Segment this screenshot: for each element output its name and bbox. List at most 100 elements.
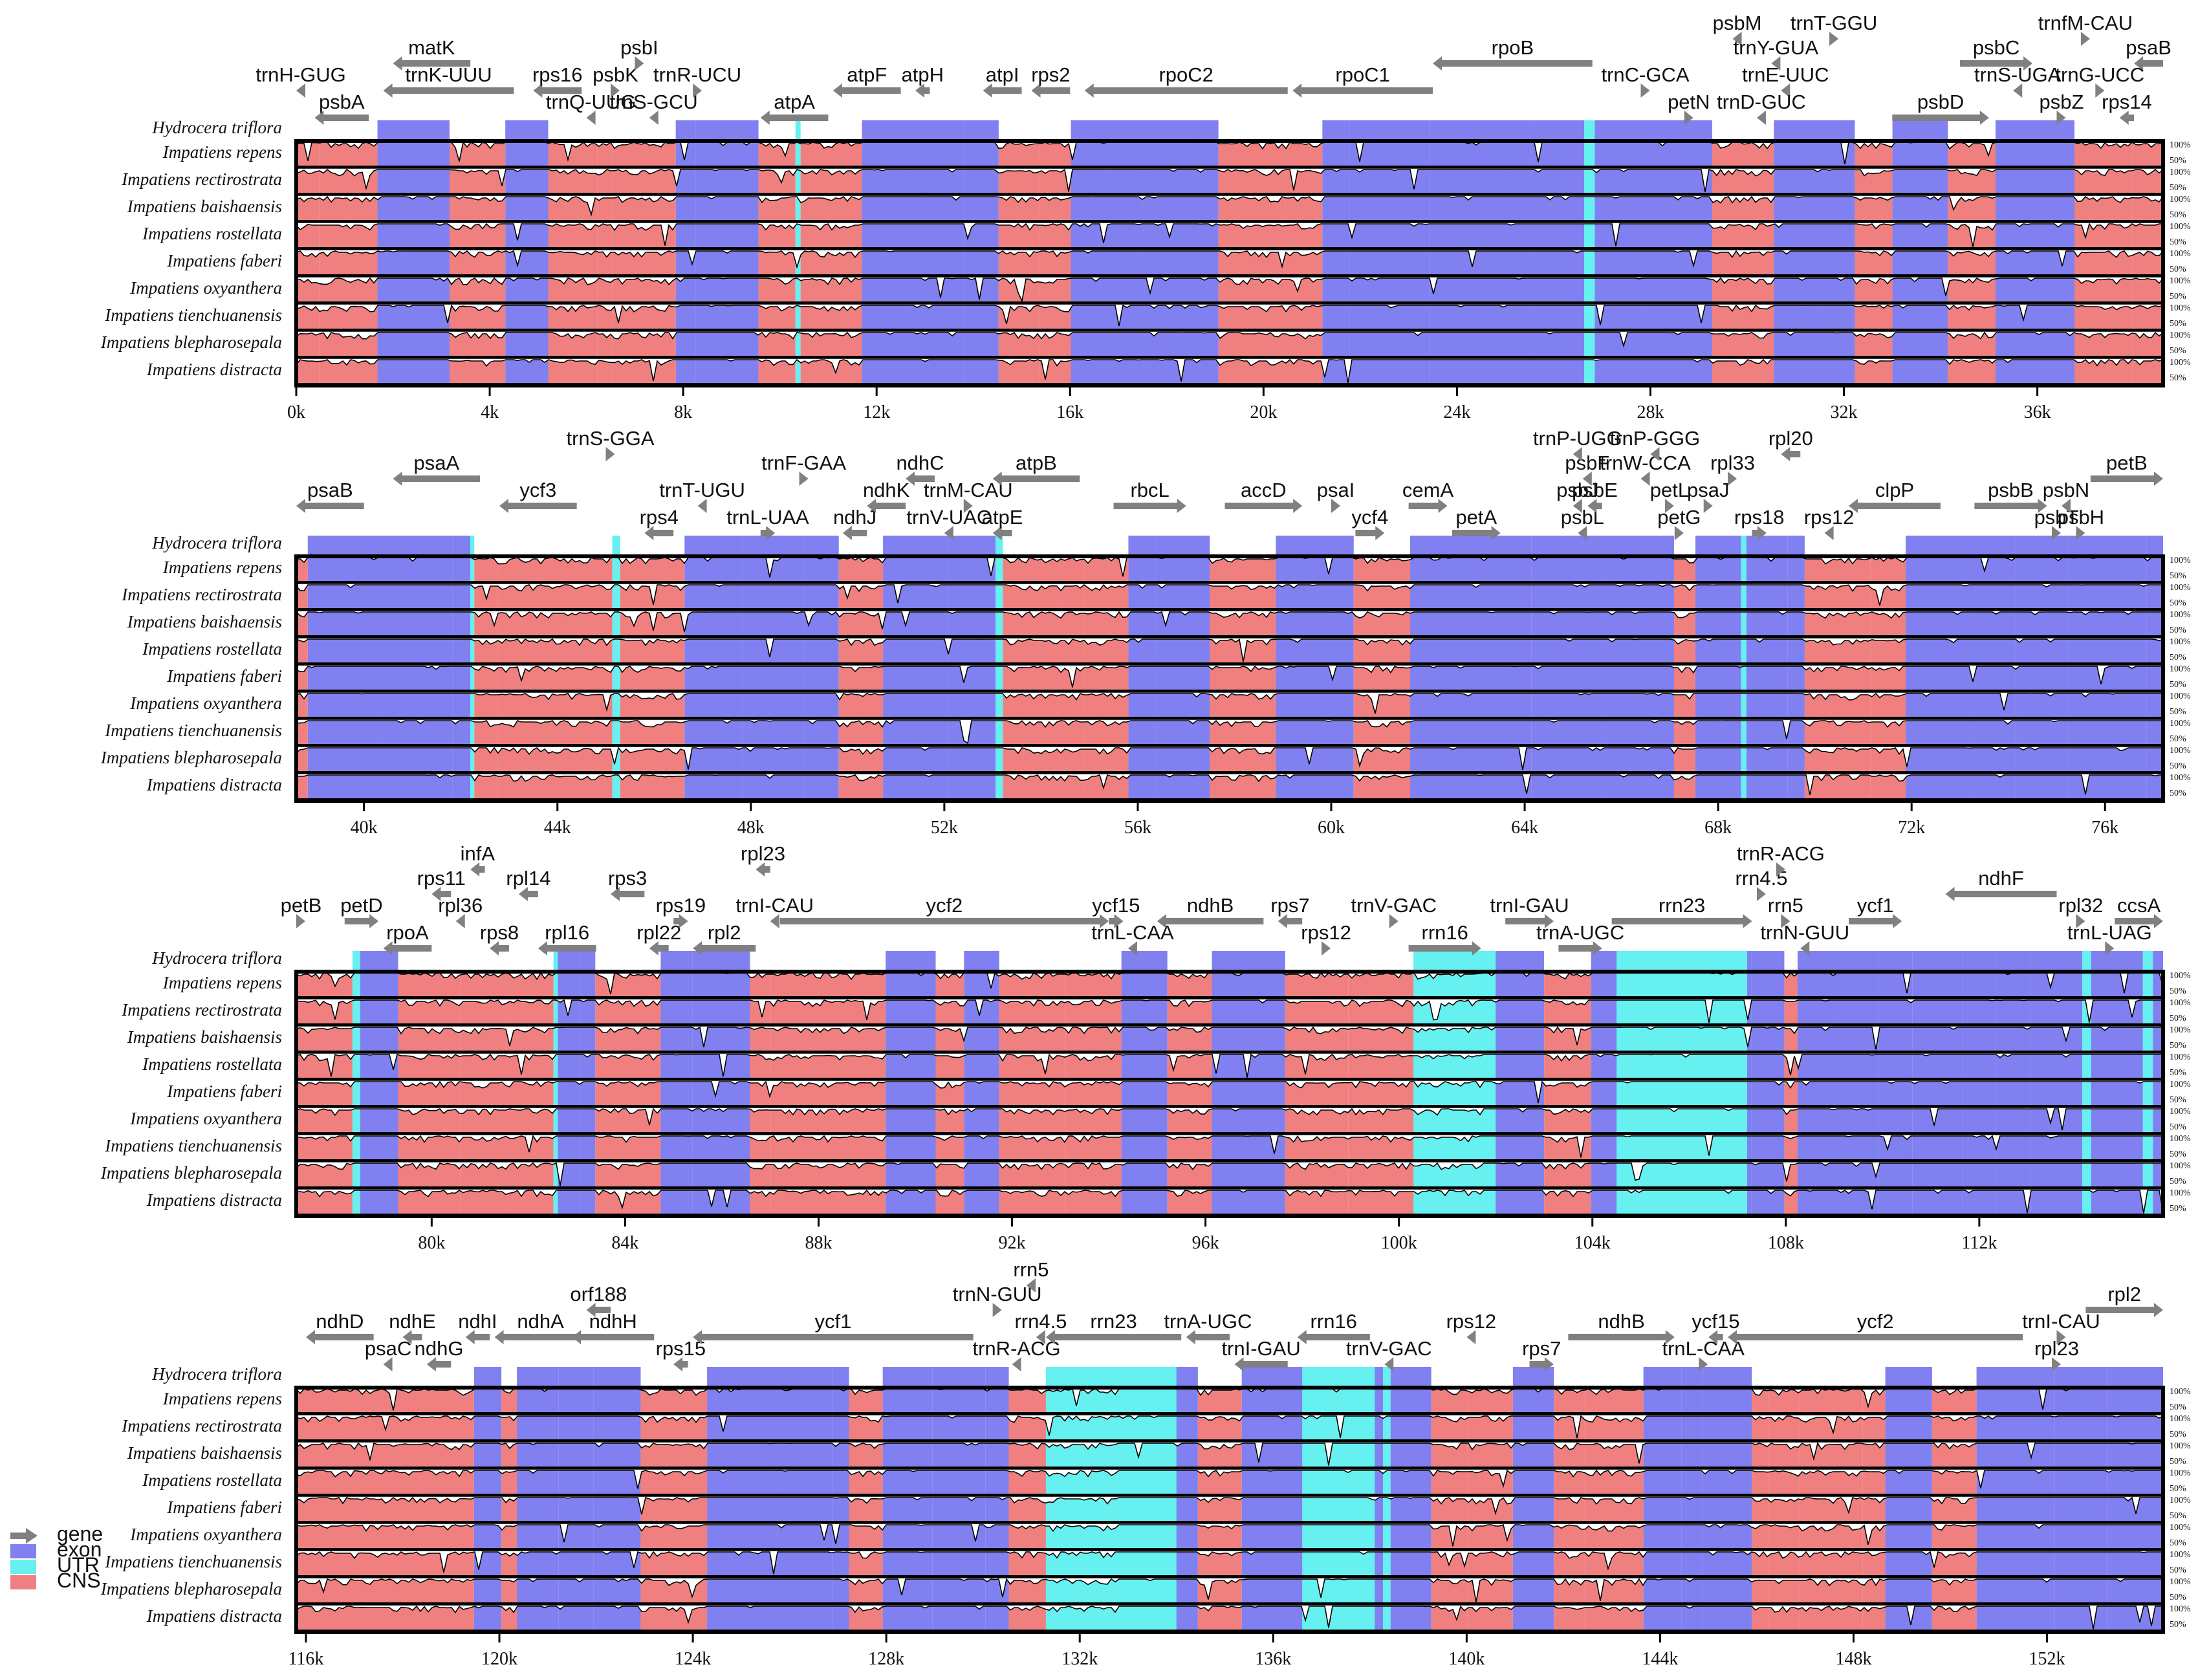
exon-region — [1594, 141, 1646, 386]
cns-region — [2132, 141, 2163, 386]
reference-exon-block — [832, 1367, 849, 1386]
species-label: Hydrocera triflora — [151, 118, 282, 137]
gene-label: rrn5 — [1013, 1258, 1049, 1281]
cns-region — [1285, 141, 1323, 386]
conservation-profile-row-3 — [296, 1025, 2164, 1050]
species-label: Impatiens tienchuanensis — [104, 305, 282, 325]
track-separator — [296, 1186, 2163, 1189]
gene-rps12: rps12 — [1804, 506, 1854, 540]
exon-region — [1429, 141, 1508, 386]
reference-exon-block — [1121, 951, 1168, 970]
gene-label: atpF — [847, 63, 887, 86]
reference-exon-block — [1892, 120, 1948, 140]
gene-arrow — [455, 914, 465, 928]
gene-trnA-UGC: trnA-UGC — [1536, 921, 1624, 955]
exon-region — [2054, 1388, 2108, 1632]
gene-label: ndhH — [589, 1310, 637, 1333]
percent-label-100: 100% — [2170, 1496, 2191, 1505]
track-separator — [296, 274, 2163, 277]
gene-arrow — [499, 499, 577, 513]
reference-rrna-block — [1302, 1367, 1375, 1386]
exon-region — [1507, 141, 1530, 386]
conservation-profile-row-5 — [296, 664, 2164, 688]
legend-swatch — [10, 1544, 36, 1558]
exon-region — [2016, 556, 2069, 801]
species-label: Impatiens rostellata — [142, 224, 282, 243]
gene-trnR-ACG: trnR-ACG — [1737, 842, 1825, 877]
reference-exon-block — [1787, 536, 1805, 555]
conservation-profile-row-7 — [296, 1134, 2164, 1158]
gene-label: psbL — [1561, 506, 1604, 529]
gene-label: psbB — [1988, 479, 2034, 501]
reference-exon-block — [1410, 536, 1464, 555]
reference-exon-block — [1746, 536, 1788, 555]
gene-label: ycf1 — [814, 1310, 851, 1333]
gene-rpl16: rpl16 — [538, 921, 596, 955]
gene-trnW-CCA: trnW-CCA — [1600, 452, 1691, 486]
gene-label: rps8 — [480, 921, 519, 944]
percent-label-100: 100% — [2170, 222, 2191, 232]
gene-arrow — [2095, 83, 2105, 98]
gene-trnK-UUU: trnK-UUU — [383, 63, 514, 98]
gene-arrow — [2013, 83, 2023, 98]
cns-region — [1348, 972, 1369, 1216]
percent-label-100: 100% — [2170, 331, 2191, 340]
axis-tick-label: 48k — [737, 818, 765, 838]
gene-trnH-GUG: trnH-GUG — [256, 63, 346, 98]
exon-region — [862, 141, 906, 386]
percent-label-100: 100% — [2170, 1414, 2191, 1424]
percent-label-100: 100% — [2170, 195, 2191, 204]
gene-arrow — [1297, 1330, 1370, 1344]
gene-rpl23: rpl23 — [741, 842, 785, 877]
percent-label-50: 50% — [2170, 292, 2186, 301]
conservation-profile-row-4 — [296, 1053, 2164, 1078]
track-separator — [296, 717, 2163, 719]
cns-region — [398, 972, 461, 1216]
gene-trnF-GAA: trnF-GAA — [761, 452, 846, 486]
utr-region — [1383, 1388, 1391, 1632]
gene-arrow — [1849, 914, 1902, 928]
gene-trnL-CAA: trnL-CAA — [1662, 1337, 1745, 1371]
axis-tick-label: 64k — [1511, 818, 1538, 838]
gene-arrow — [1452, 526, 1501, 540]
gene-label: psbA — [319, 91, 365, 113]
gene-label: trnG-UCC — [2055, 63, 2144, 86]
gene-trnT-GGU: trnT-GGU — [1790, 12, 1877, 46]
gene-label: rps12 — [1301, 921, 1351, 944]
gene-arrow — [1582, 472, 1592, 486]
gene-arrow — [1728, 1330, 2023, 1344]
percent-label-100: 100% — [2170, 1188, 2191, 1198]
reference-exon-block — [886, 951, 936, 970]
reference-utr-block — [612, 536, 620, 555]
gene-arrow — [2052, 1357, 2062, 1371]
gene-label: trnL-CAA — [1091, 921, 1174, 944]
cns-region — [296, 1388, 342, 1632]
gene-label: rpoA — [386, 921, 429, 944]
track-separator — [296, 635, 2163, 638]
percent-label-50: 50% — [2170, 1095, 2186, 1105]
gene-label: rpl32 — [2058, 894, 2103, 917]
percent-label-100: 100% — [2170, 1025, 2191, 1035]
gene-label: rps2 — [1031, 63, 1070, 86]
conservation-profile-row-6 — [296, 1107, 2164, 1131]
cns-region — [296, 556, 308, 801]
gene-label: atpA — [774, 91, 815, 113]
gene-label: ndhA — [517, 1310, 564, 1333]
exon-region — [1643, 1388, 1682, 1632]
axis-tick-label: 120k — [481, 1649, 517, 1669]
reference-utr-block — [1584, 120, 1591, 140]
gene-arrow — [610, 83, 620, 98]
gene-psbD: psbD — [1892, 91, 1989, 125]
percent-label-50: 50% — [2170, 734, 2186, 744]
cns-region — [640, 1388, 708, 1632]
gene-label: trnT-UGU — [659, 479, 745, 501]
reference-exon-block — [882, 1367, 933, 1386]
cns-region — [1353, 556, 1411, 801]
gene-label: trnW-CCA — [1600, 452, 1691, 474]
conservation-profile-row-5 — [296, 249, 2164, 269]
alignment-panels: 100%50%100%50%100%50%100%50%100%50%100%5… — [100, 12, 2191, 1669]
exon-region — [1906, 556, 1976, 801]
gene-label: psbD — [1917, 91, 1964, 113]
track-separator — [296, 1439, 2163, 1442]
exon-region — [1512, 1388, 1554, 1632]
